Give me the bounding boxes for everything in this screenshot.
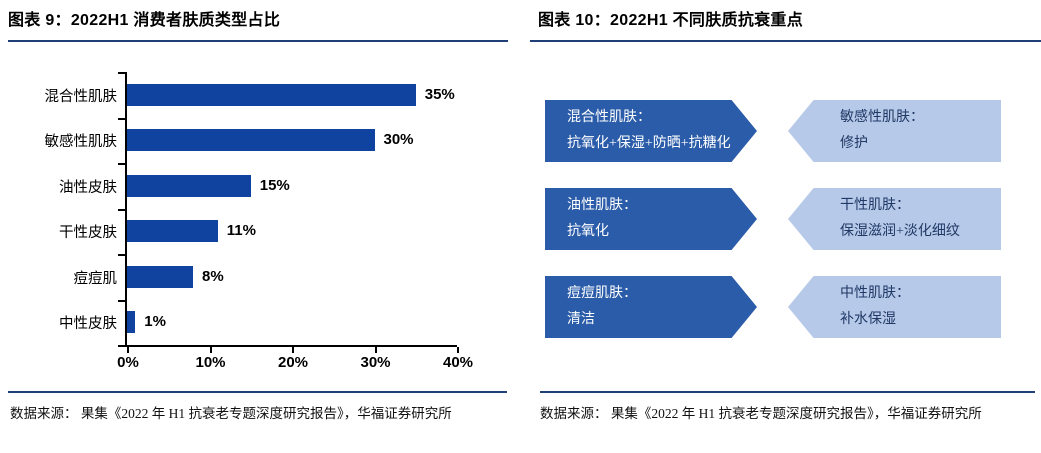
skin-type-focus: 修护 <box>840 136 868 151</box>
bar-category-label: 油性皮肤 <box>59 179 117 196</box>
light-skin-type-arrow: 干性肌肤： 保湿滋润+淡化细纹 <box>788 188 1001 250</box>
x-axis-tick <box>209 347 212 353</box>
bar <box>127 220 218 243</box>
bar-category-label: 痘痘肌 <box>73 270 118 287</box>
bar <box>127 265 193 288</box>
skin-type-name: 干性肌肤： <box>840 198 910 213</box>
skin-type-name: 混合性肌肤： <box>567 110 651 125</box>
x-tick-label: 20% <box>277 354 309 371</box>
bar <box>127 83 416 106</box>
diagram-row: 油性肌肤： 抗氧化 干性肌肤： 保湿滋润+淡化细纹 <box>530 188 1041 250</box>
bar <box>127 174 251 197</box>
diagram-row: 混合性肌肤： 抗氧化+保湿+防晒+抗糖化 敏感性肌肤： 修护 <box>530 100 1041 162</box>
x-tick-label: 0% <box>117 354 139 371</box>
bar-category-label: 敏感性肌肤 <box>44 134 118 151</box>
y-axis-line <box>125 72 127 347</box>
bar <box>127 311 136 334</box>
y-axis-tick <box>118 163 125 165</box>
skin-type-name: 油性肌肤： <box>567 198 637 213</box>
x-axis-tick <box>457 347 459 353</box>
x-axis-tick <box>292 347 294 353</box>
skin-type-name: 中性肌肤： <box>840 286 910 301</box>
dark-skin-type-arrow: 混合性肌肤： 抗氧化+保湿+防晒+抗糖化 <box>545 100 757 162</box>
x-tick-label: 10% <box>195 354 226 371</box>
bar-value-label: 1% <box>144 313 166 331</box>
skin-type-focus: 抗氧化 <box>567 224 609 239</box>
skin-type-bar-chart: 0% 10% 20% 30% 40% 混合性肌肤 35% 敏感性肌肤 30% 油性皮肤 15% 干性皮… <box>0 0 510 453</box>
dark-skin-type-arrow: 油性肌肤： 抗氧化 <box>545 188 757 250</box>
light-skin-type-arrow: 中性肌肤： 补水保湿 <box>788 276 1001 338</box>
y-axis-tick <box>118 72 125 74</box>
y-axis-tick <box>118 208 125 211</box>
light-skin-type-arrow: 敏感性肌肤： 修护 <box>788 100 1001 162</box>
y-axis-tick <box>118 117 125 120</box>
x-axis-tick <box>374 347 377 353</box>
bar-category-label: 混合性肌肤 <box>44 88 118 105</box>
skin-type-name: 敏感性肌肤： <box>840 110 924 125</box>
bar-value-label: 15% <box>259 176 290 194</box>
skin-type-focus: 清洁 <box>567 312 595 327</box>
figure10-title: 图表 10：2022H1 不同肤质抗衰重点 <box>538 12 804 29</box>
skin-type-name: 痘痘肌肤： <box>567 286 637 301</box>
figure9-source: 数据来源： 果集《2022 年 H1 抗衰老专题深度研究报告》，华福证券研究所 <box>10 406 452 421</box>
figure9-title: 图表 9：2022H1 消费者肤质类型占比 <box>8 12 281 29</box>
skin-type-focus: 抗氧化+保湿+防晒+抗糖化 <box>567 136 731 151</box>
bar-value-label: 30% <box>383 131 414 149</box>
figure9-title-rule <box>8 40 508 42</box>
x-axis-line <box>125 345 457 347</box>
dark-skin-type-arrow: 痘痘肌肤： 清洁 <box>545 276 757 338</box>
bar-value-label: 8% <box>202 267 224 285</box>
skin-type-focus: 保湿滋润+淡化细纹 <box>840 224 960 239</box>
x-tick-label: 40% <box>442 354 474 371</box>
x-tick-label: 30% <box>360 354 391 371</box>
figure10-source: 数据来源： 果集《2022 年 H1 抗衰老专题深度研究报告》，华福证券研究所 <box>540 406 982 421</box>
bar <box>127 129 375 152</box>
diagram-row: 痘痘肌肤： 清洁 中性肌肤： 补水保湿 <box>530 276 1041 338</box>
skin-type-focus: 补水保湿 <box>840 312 896 327</box>
x-axis-tick <box>127 347 129 353</box>
y-axis-tick <box>118 254 125 256</box>
bar-value-label: 11% <box>226 222 256 240</box>
figure9-panel: 图表 9：2022H1 消费者肤质类型占比 0% 10% 20% 30% 40% 混合性肌… <box>0 0 510 453</box>
figure10-title-rule <box>530 40 1041 42</box>
figure10-panel: 图表 10：2022H1 不同肤质抗衰重点 混合性肌肤： 抗氧化+保湿+防晒+抗糖… <box>530 0 1041 453</box>
bar-category-label: 中性皮肤 <box>59 316 117 333</box>
figure9-source-rule <box>8 391 507 393</box>
bar-category-label: 干性皮肤 <box>59 225 117 242</box>
y-axis-tick <box>118 299 125 302</box>
figure10-source-rule <box>540 391 1035 393</box>
bar-value-label: 35% <box>424 85 455 103</box>
y-axis-tick <box>118 345 125 347</box>
